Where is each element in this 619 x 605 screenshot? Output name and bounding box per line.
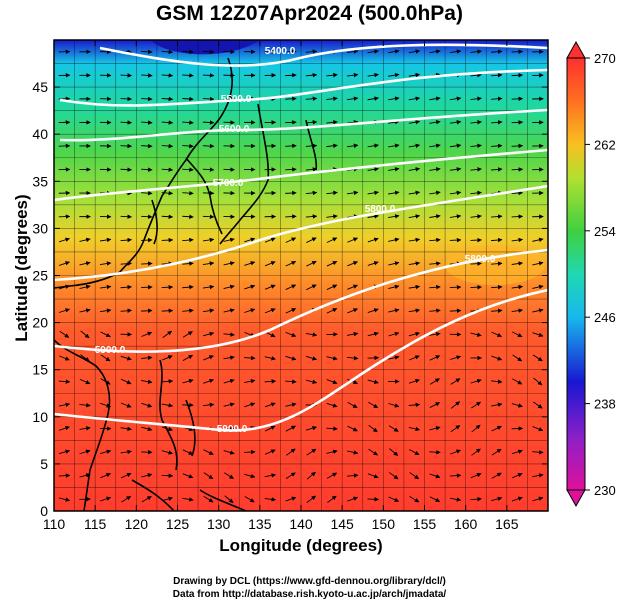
colorbar-tick-label: 246 <box>594 310 616 325</box>
colorbar-tick-label: 238 <box>594 397 616 412</box>
height-contours <box>54 43 548 432</box>
contour-label: 5400.0 <box>265 46 296 57</box>
coast-china-korea <box>54 57 233 289</box>
x-tick-label: 160 <box>454 516 478 532</box>
colorbar <box>566 57 586 491</box>
contour-5900-south <box>54 288 548 432</box>
colorbar-tick-label: 230 <box>594 483 616 498</box>
x-tick-label: 130 <box>207 516 231 532</box>
x-tick-label: 110 <box>43 516 66 532</box>
contour-label: 5700.0 <box>213 178 244 189</box>
x-tick-label: 150 <box>372 516 396 532</box>
y-tick-label: 25 <box>32 268 48 284</box>
warm-pocket <box>445 245 545 285</box>
contour-label-group: 5400.0 5500.0 5600.0 5700.0 5800.0 5900.0 5900… <box>95 46 496 435</box>
contour-5400 <box>99 43 548 67</box>
x-tick-label: 120 <box>125 516 149 532</box>
grid-lines <box>54 40 548 511</box>
colorbar-tick-label: 262 <box>594 137 616 152</box>
contour-5800 <box>54 184 548 282</box>
x-axis-ticks: 110 115 120 125 130 135 140 145 150 155 160 165 <box>43 40 519 532</box>
contour-5600 <box>59 108 548 142</box>
y-tick-label: 40 <box>32 126 48 142</box>
y-axis-ticks: 0 5 10 15 20 25 30 35 40 45 <box>32 79 548 519</box>
y-axis-label: Latitude (degrees) <box>12 194 31 342</box>
y-tick-label: 30 <box>32 220 48 236</box>
coastlines <box>54 57 318 511</box>
coast-korea-peninsula <box>185 157 223 235</box>
contour-label: 5900.0 <box>95 345 126 356</box>
x-axis-label: Longitude (degrees) <box>219 536 383 555</box>
credit-drawing: Drawing by DCL (https://www.gfd-dennou.o… <box>173 576 446 587</box>
y-tick-label: 5 <box>40 456 48 472</box>
map-title: GSM 12Z07Apr2024 (500.0hPa) <box>156 2 463 25</box>
x-tick-label: 125 <box>166 516 190 532</box>
x-tick-label: 145 <box>330 516 354 532</box>
y-tick-label: 35 <box>32 173 48 189</box>
contour-5500 <box>59 68 548 107</box>
x-tick-label: 155 <box>413 516 437 532</box>
contour-5900-north <box>54 248 548 353</box>
y-tick-label: 0 <box>40 503 48 519</box>
x-tick-label: 115 <box>84 516 107 532</box>
coast-taiwan <box>151 199 158 245</box>
credit-data: Data from http://database.rish.kyoto-u.a… <box>172 589 447 600</box>
x-tick-label: 165 <box>495 516 519 532</box>
colorbar-ticks: 230 238 246 254 262 270 <box>585 51 616 498</box>
coast-indochina <box>54 339 111 511</box>
y-tick-label: 20 <box>32 315 48 331</box>
y-tick-label: 15 <box>32 362 48 378</box>
contour-label: 5600.0 <box>219 124 250 135</box>
y-tick-label: 10 <box>32 409 48 425</box>
y-tick-label: 45 <box>32 79 48 95</box>
colorbar-tick-label: 270 <box>594 51 616 66</box>
coast-borneo <box>131 479 247 511</box>
contour-label: 5500.0 <box>221 94 252 105</box>
colorbar-tick-label: 254 <box>594 224 616 239</box>
contour-label: 5800.0 <box>365 204 396 215</box>
x-tick-label: 135 <box>248 516 272 532</box>
coast-japan <box>219 103 318 245</box>
contour-5700 <box>54 148 548 202</box>
colorbar-bottom-arrow <box>566 489 586 508</box>
contour-label: 5900.0 <box>217 424 248 435</box>
x-tick-label: 140 <box>289 516 313 532</box>
contour-label: 5800.0 <box>465 254 496 265</box>
coast-philippines <box>159 359 196 471</box>
colorbar-top-arrow <box>566 40 586 59</box>
